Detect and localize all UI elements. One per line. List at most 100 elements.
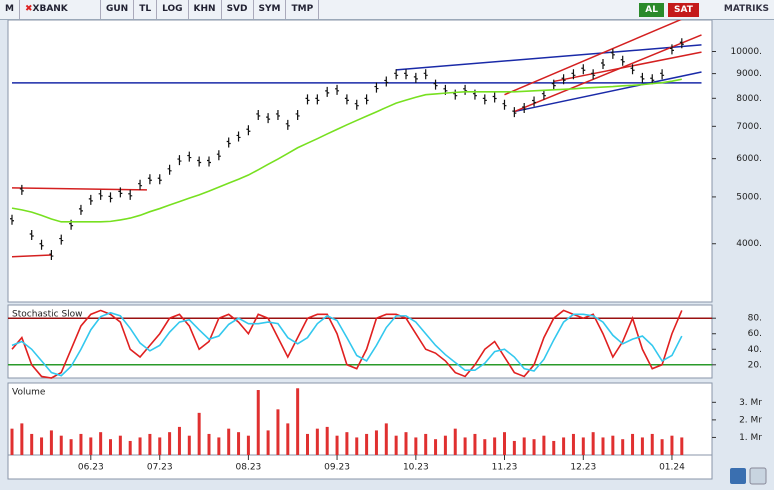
volume-bar [434,439,438,455]
y-tick-label: 10000. [731,47,763,57]
price-bar [571,69,576,80]
x-tick-label: 06.23 [78,463,104,473]
price-bar [374,82,379,93]
price-bar [364,94,369,105]
price-bar [492,92,497,103]
price-bar [650,74,655,85]
volume-bar [552,440,556,455]
price-bar [551,79,556,90]
price-bar [669,44,674,55]
y-tick-label: 8000. [736,94,762,104]
price-bar [423,69,428,80]
toolbar-item[interactable]: TMP [286,0,320,19]
sync-icon[interactable] [730,468,746,484]
symbol-text: XBANK [32,4,68,14]
volume-bar [30,433,34,455]
x-tick-label: 01.24 [659,463,685,473]
price-bar [384,76,389,87]
volume-bar [542,435,546,455]
volume-bar [207,433,211,455]
volume-bar [168,432,172,455]
volume-bar [493,437,497,455]
volume-bar [532,439,536,455]
volume-bar [660,439,664,455]
volume-bar [365,433,369,455]
price-bar [522,102,527,113]
price-bar [295,109,300,120]
trend-line [553,51,702,83]
toolbar-item[interactable]: GUN [101,0,135,19]
price-bar [236,131,241,142]
price-bar [266,113,271,124]
logo: M [0,0,20,19]
price-bar [98,189,103,200]
line-series [11,78,682,223]
volume-bar [581,437,585,455]
price-bar [305,94,310,105]
y-tick-label: 3. Mr [739,398,762,408]
price-bar [216,150,221,161]
volume-bar [79,433,83,455]
volume-bar [20,423,24,455]
price-bar [482,94,487,105]
x-tick-label: 07.23 [147,463,173,473]
trend-line [514,34,702,113]
price-bar [354,99,359,110]
price-bar [502,99,507,110]
price-bar [679,38,684,49]
toolbar-item[interactable]: TL [134,0,158,19]
y-tick-label: 4000. [736,239,762,249]
volume-bar [276,409,280,455]
chart: 4000. 5000. 6000. 7000. 8000. 9000. 10000. Stoc… [0,20,774,490]
volume-bar [217,437,221,455]
settings-icon[interactable] [749,467,767,485]
price-bar [157,174,162,185]
x-tick-label: 11.23 [492,463,518,473]
volume-bar [325,426,329,455]
volume-bar [335,435,339,455]
sell-button[interactable]: SAT [668,2,699,17]
price-bar [512,107,517,118]
toolbar: M ✖XBANK GUN TL LOG KHN SVD SYM TMP AL SAT MAT… [0,0,774,20]
price-bar [394,69,399,80]
price-bar [315,94,320,105]
price-bar [39,239,44,250]
volume-bar [473,433,477,455]
symbol[interactable]: ✖XBANK [20,0,101,19]
volume-bar [503,432,506,455]
price-bar [59,234,64,245]
price-bar [187,151,192,162]
price-bar [325,86,330,97]
y-tick-label: 2. Mr [739,415,762,425]
toolbar-item[interactable]: SYM [254,0,287,19]
buy-button[interactable]: AL [639,2,664,17]
x-tick-label: 12.23 [570,463,596,473]
brand: MATRIKS [723,4,769,14]
price-bar [197,156,202,167]
toolbar-item[interactable]: SVD [222,0,254,19]
volume-bar [59,435,63,455]
volume-panel [7,382,713,456]
volume-bar [424,433,428,455]
price-bar [433,79,438,90]
volume-bar [483,439,487,455]
y-tick-label: 40. [748,345,762,355]
toolbar-item[interactable]: LOG [157,0,189,19]
price-bar [561,74,566,85]
volume-bar [109,439,112,455]
price-bar [660,69,665,80]
line-series [11,309,683,379]
toolbar-item[interactable]: KHN [189,0,222,19]
trend-line [514,71,702,113]
volume-bar [237,432,241,455]
price-panel [7,20,713,303]
volume-bar [571,433,575,455]
price-bar [285,119,290,130]
price-bar [581,64,586,75]
price-bar [630,64,635,75]
volume-bar [404,432,408,455]
price-bar [19,184,24,195]
volume-bar [40,437,44,455]
volume-bar [296,388,300,455]
